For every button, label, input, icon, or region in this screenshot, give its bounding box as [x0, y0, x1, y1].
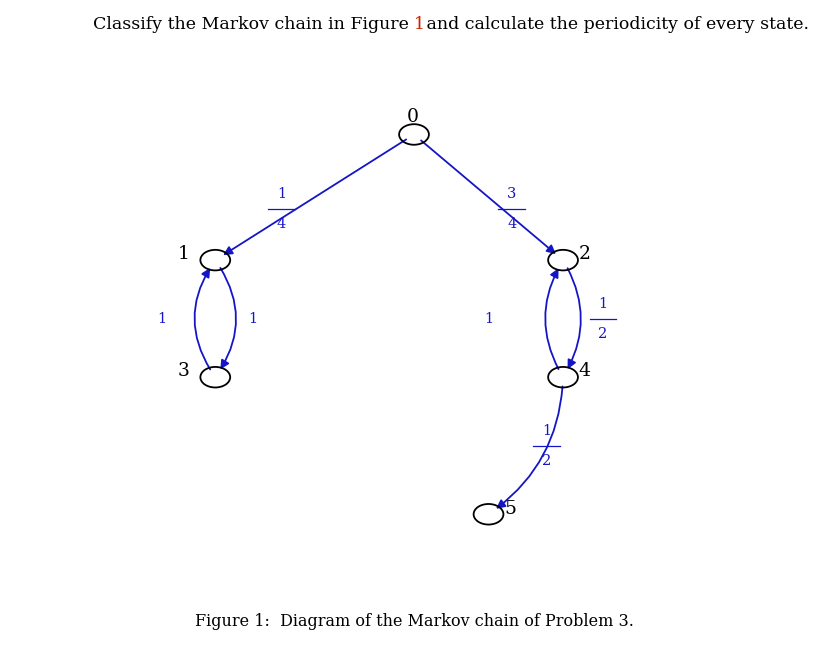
- Text: 2: 2: [578, 245, 590, 263]
- Text: 0: 0: [407, 108, 418, 127]
- Text: 4: 4: [276, 217, 286, 230]
- FancyArrowPatch shape: [220, 268, 236, 368]
- Text: 1: 1: [247, 312, 257, 326]
- Text: 1: 1: [156, 312, 166, 326]
- Text: 1: 1: [178, 245, 189, 263]
- Text: 4: 4: [578, 363, 590, 380]
- Text: Classify the Markov chain in Figure: Classify the Markov chain in Figure: [93, 16, 414, 33]
- Text: and calculate the periodicity of every state.: and calculate the periodicity of every s…: [420, 16, 808, 33]
- Text: 1: 1: [414, 16, 424, 33]
- FancyArrowPatch shape: [545, 270, 558, 369]
- FancyArrowPatch shape: [225, 140, 406, 254]
- Text: 4: 4: [506, 217, 516, 230]
- Text: 1: 1: [597, 297, 607, 311]
- FancyArrowPatch shape: [566, 268, 580, 367]
- Text: 1: 1: [483, 312, 493, 326]
- Text: 2: 2: [541, 454, 551, 467]
- Text: 1: 1: [276, 187, 286, 201]
- Text: 3: 3: [178, 363, 189, 380]
- Text: 1: 1: [541, 424, 551, 438]
- FancyArrowPatch shape: [194, 269, 210, 369]
- FancyArrowPatch shape: [497, 386, 562, 508]
- Text: 5: 5: [504, 500, 515, 517]
- Text: 2: 2: [597, 327, 607, 341]
- Text: 3: 3: [506, 187, 516, 201]
- Text: Figure 1:  Diagram of the Markov chain of Problem 3.: Figure 1: Diagram of the Markov chain of…: [194, 613, 633, 630]
- FancyArrowPatch shape: [421, 140, 554, 253]
